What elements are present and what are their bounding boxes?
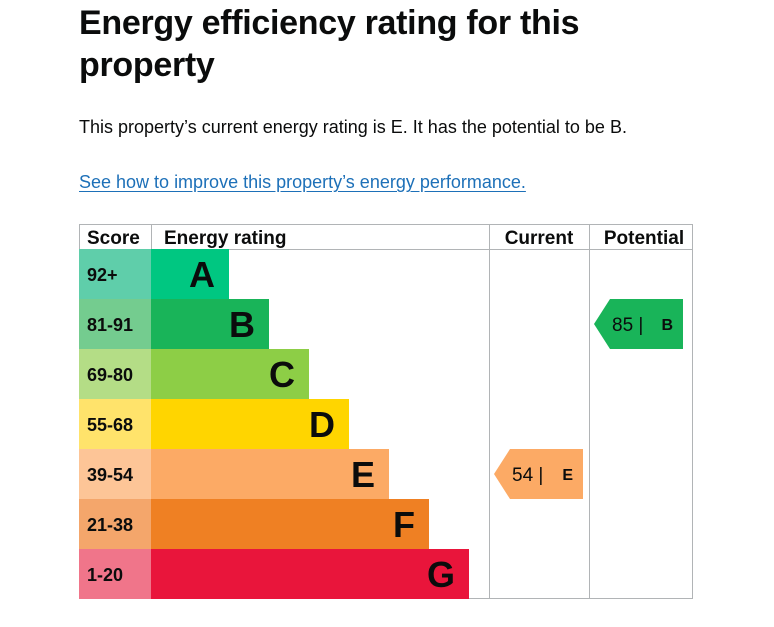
score-cell-f <box>79 499 151 549</box>
rating-letter-b: B <box>229 304 255 345</box>
header-score: Score <box>87 228 140 249</box>
score-cell-d <box>79 399 151 449</box>
score-cell-a <box>79 249 151 299</box>
rating-letter-g: G <box>427 554 455 595</box>
rating-bar-f <box>151 499 429 549</box>
chart-markers: 54 | E 85 | B <box>494 299 683 499</box>
current-rating-arrow <box>494 449 583 499</box>
score-range-g: 1-20 <box>87 565 123 585</box>
chart-headers: Score Energy rating Current Potential <box>87 228 684 249</box>
score-cell-c <box>79 349 151 399</box>
score-cell-g <box>79 549 151 599</box>
improve-performance-link[interactable]: See how to improve this property’s energ… <box>79 172 526 192</box>
chart-grid <box>79 224 693 599</box>
potential-rating-letter: B <box>661 317 673 334</box>
current-rating-letter: E <box>562 467 573 484</box>
score-range-e: 39-54 <box>87 465 133 485</box>
score-range-f: 21-38 <box>87 515 133 535</box>
chart-bands: 92+ A 81-91 B 69-80 C 55-68 D 39-54 E 21-38 F 1-20 G <box>79 249 469 599</box>
rating-letter-d: D <box>309 404 335 445</box>
current-rating-score: 54 | <box>512 465 543 486</box>
rating-summary: This property’s current energy rating is… <box>79 117 627 137</box>
score-range-c: 69-80 <box>87 365 133 385</box>
header-energy-rating: Energy rating <box>164 228 286 249</box>
rating-letter-e: E <box>351 454 375 495</box>
score-range-b: 81-91 <box>87 315 133 335</box>
rating-bar-d <box>151 399 349 449</box>
rating-bar-b <box>151 299 269 349</box>
rating-letter-a: A <box>189 254 215 295</box>
page-title: Energy efficiency rating for this proper… <box>79 4 580 84</box>
score-cell-e <box>79 449 151 499</box>
rating-letter-c: C <box>269 354 295 395</box>
header-potential: Potential <box>604 228 684 249</box>
rating-bar-e <box>151 449 389 499</box>
header-current: Current <box>505 228 574 249</box>
rating-bar-c <box>151 349 309 399</box>
score-range-d: 55-68 <box>87 415 133 435</box>
potential-rating-arrow <box>594 299 683 349</box>
potential-rating-score: 85 | <box>612 315 643 336</box>
rating-bar-g <box>151 549 469 599</box>
score-cell-b <box>79 299 151 349</box>
score-range-a: 92+ <box>87 265 118 285</box>
rating-letter-f: F <box>393 504 415 545</box>
rating-bar-a <box>151 249 229 299</box>
